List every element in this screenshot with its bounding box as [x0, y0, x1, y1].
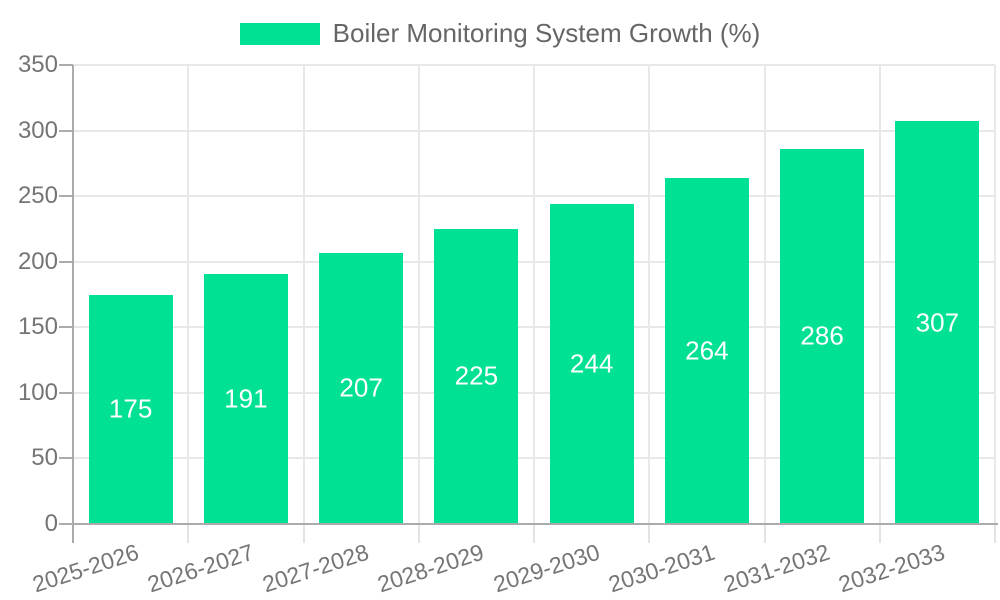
- bar-value-label: 225: [454, 360, 499, 391]
- y-tick-label: 350: [17, 51, 58, 78]
- x-tick-label: 2029-2030: [489, 538, 603, 598]
- x-tick-label: 2031-2032: [720, 538, 833, 598]
- bar-value-label: 244: [569, 348, 614, 379]
- bar[interactable]: [88, 294, 173, 524]
- x-gridline: [648, 65, 651, 524]
- y-axis-line: [72, 65, 74, 543]
- y-tick-label: 150: [17, 313, 58, 341]
- bar[interactable]: [664, 177, 749, 524]
- bar-value-label: 286: [800, 320, 844, 351]
- x-axis-tick: [878, 524, 881, 543]
- bar-value-label: 307: [915, 307, 960, 338]
- y-tick-label: 300: [17, 116, 58, 144]
- y-tick-label: 50: [31, 444, 58, 472]
- x-gridline: [187, 65, 190, 524]
- y-tick-label: 100: [17, 378, 58, 406]
- x-gridline: [417, 65, 420, 524]
- x-gridline: [763, 65, 766, 524]
- y-tick-label: 0: [44, 510, 58, 537]
- y-axis-tick: [59, 64, 73, 66]
- x-tick-label: 2025-2026: [28, 538, 142, 598]
- x-tick-label: 2027-2028: [259, 538, 372, 598]
- x-axis-line: [73, 523, 998, 525]
- x-axis-tick: [994, 524, 996, 543]
- x-axis-tick: [302, 524, 305, 543]
- x-tick-label: 2030-2031: [605, 538, 718, 598]
- y-axis-tick: [59, 260, 73, 263]
- bar[interactable]: [434, 228, 519, 524]
- bar[interactable]: [895, 121, 980, 524]
- bar-value-label: 191: [224, 383, 268, 414]
- bar[interactable]: [203, 273, 288, 524]
- x-axis-tick: [417, 524, 420, 543]
- x-axis-tick: [648, 524, 651, 543]
- x-gridline: [878, 65, 881, 524]
- x-gridline: [533, 65, 535, 524]
- bar-value-label: 175: [108, 393, 153, 424]
- bar-value-label: 264: [685, 335, 729, 366]
- legend-swatch: [239, 22, 320, 45]
- y-tick-label: 200: [17, 247, 58, 275]
- y-tick-label: 250: [17, 182, 58, 210]
- x-axis-tick: [763, 524, 766, 543]
- chart-legend[interactable]: Boiler Monitoring System Growth (%): [0, 18, 1000, 49]
- y-axis-tick: [59, 457, 73, 460]
- x-tick-label: 2028-2029: [374, 538, 488, 598]
- bar[interactable]: [319, 252, 404, 524]
- y-axis-tick: [59, 195, 73, 198]
- bar-value-label: 207: [339, 372, 383, 403]
- y-axis-tick: [59, 129, 73, 132]
- y-axis-tick: [59, 326, 73, 329]
- bar[interactable]: [780, 148, 865, 524]
- bar[interactable]: [549, 204, 634, 524]
- x-axis-tick: [187, 524, 190, 543]
- x-gridline: [302, 65, 305, 524]
- x-axis-tick: [533, 524, 535, 543]
- x-tick-label: 2032-2033: [835, 538, 949, 598]
- x-gridline: [994, 65, 996, 524]
- y-axis-tick: [59, 391, 73, 394]
- y-axis-tick: [59, 523, 73, 525]
- x-tick-label: 2026-2027: [144, 538, 257, 598]
- legend-label: Boiler Monitoring System Growth (%): [332, 18, 761, 48]
